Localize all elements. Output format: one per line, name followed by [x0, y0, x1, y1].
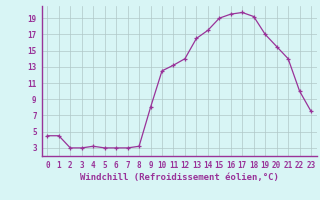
X-axis label: Windchill (Refroidissement éolien,°C): Windchill (Refroidissement éolien,°C)	[80, 173, 279, 182]
